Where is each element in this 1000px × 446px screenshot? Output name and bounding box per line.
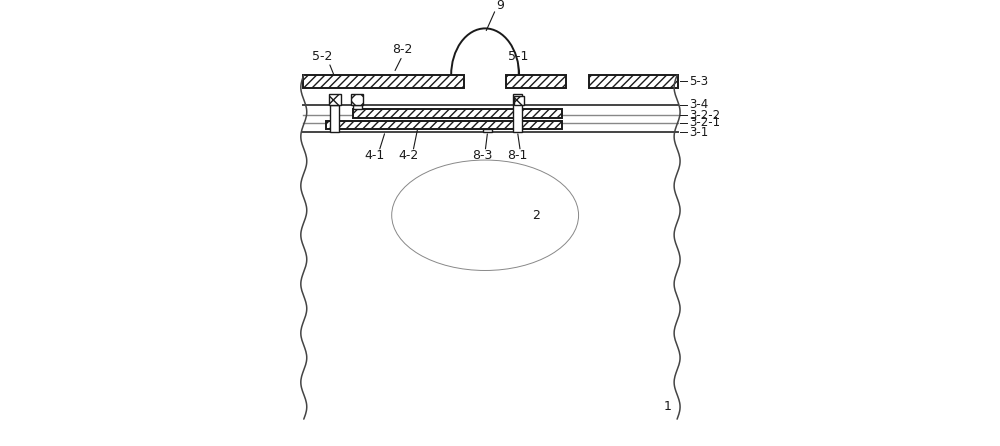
Text: 5-1: 5-1 <box>508 50 528 62</box>
Ellipse shape <box>392 160 579 270</box>
Bar <box>353 109 562 119</box>
Bar <box>514 96 524 105</box>
Bar <box>506 75 566 88</box>
Bar <box>303 75 464 88</box>
Bar <box>329 94 341 105</box>
Text: 3-2-2: 3-2-2 <box>689 109 720 122</box>
Bar <box>513 94 522 132</box>
Text: 3-1: 3-1 <box>689 126 708 139</box>
Text: 2: 2 <box>532 209 540 222</box>
Bar <box>483 129 492 132</box>
Bar <box>351 94 363 105</box>
Text: 8-1: 8-1 <box>507 149 527 162</box>
Text: 4-1: 4-1 <box>365 149 385 162</box>
Bar <box>326 121 562 129</box>
Text: 5-2: 5-2 <box>312 50 333 62</box>
Text: 8-2: 8-2 <box>392 43 413 56</box>
Text: 9: 9 <box>496 0 504 12</box>
Text: 3-4: 3-4 <box>689 99 708 112</box>
Text: 8-3: 8-3 <box>472 149 492 162</box>
Bar <box>330 105 339 132</box>
Bar <box>589 75 678 88</box>
Text: 3-2-1: 3-2-1 <box>689 116 720 129</box>
Bar <box>353 105 362 109</box>
Text: 4-2: 4-2 <box>399 149 419 162</box>
Text: 1: 1 <box>664 400 672 413</box>
Text: 5-3: 5-3 <box>689 75 708 88</box>
